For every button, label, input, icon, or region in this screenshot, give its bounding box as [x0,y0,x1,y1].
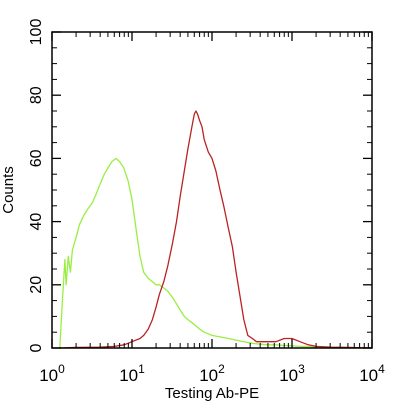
y-tick-label-2: 40 [28,213,45,231]
x-tick-label-4: 104 [359,362,385,385]
series-line-1 [59,157,373,349]
x-tick-label-1: 101 [119,362,145,385]
plot-frame [51,31,373,349]
x-tick-label-3: 103 [279,362,305,385]
series-line-2 [59,110,373,349]
ticks-layer [51,31,373,349]
x-tick-label-2: 102 [199,362,225,385]
y-tick-label-5: 100 [28,19,45,46]
y-tick-label-0: 0 [28,343,45,352]
y-axis-label: Counts [0,166,17,214]
series-layer [59,110,373,349]
x-tick-label-0: 100 [39,362,65,385]
labels-layer: 100 101 102 103 104 0 20 40 60 80 100 [28,19,385,385]
x-axis-label: Testing Ab-PE [165,385,259,402]
y-tick-label-4: 80 [28,86,45,104]
y-tick-label-3: 60 [28,149,45,167]
y-tick-label-1: 20 [28,276,45,294]
